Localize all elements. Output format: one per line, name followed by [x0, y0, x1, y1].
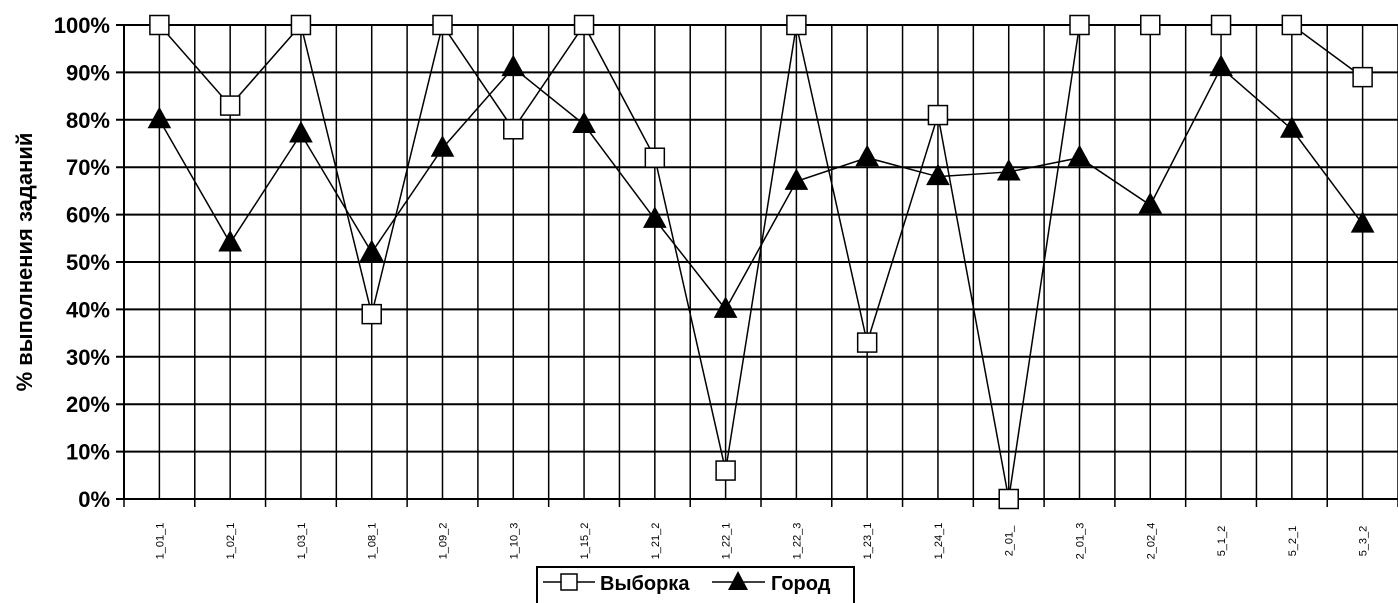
series-line — [158, 23, 1364, 500]
legend-box — [536, 566, 855, 603]
x-tick-label: 2_01_ — [1004, 525, 1016, 556]
x-tick-label: 5_1_2 — [1216, 526, 1228, 557]
series-lines — [158, 23, 1364, 500]
data-point-triangle — [501, 54, 526, 77]
x-tick-label: 1_23_1 — [862, 523, 874, 560]
data-point-square — [715, 460, 736, 481]
x-tick-label: 1_08_1 — [367, 523, 379, 560]
y-tick-label: 20% — [66, 392, 110, 417]
x-tick-label: 1_22_3 — [791, 523, 803, 560]
data-point-square — [503, 119, 524, 140]
data-point-square — [927, 104, 949, 126]
y-tick-label: 50% — [66, 250, 110, 275]
legend-label-gorod: Город — [771, 573, 831, 595]
data-point-square — [219, 95, 241, 116]
x-tick-label: 1_15_2 — [579, 523, 591, 560]
y-tick-label: 30% — [66, 345, 110, 370]
y-tick-label: 10% — [66, 440, 110, 465]
data-point-triangle — [1209, 54, 1233, 77]
series-line — [158, 66, 1364, 311]
data-point-square — [998, 488, 1019, 510]
data-point-triangle — [1138, 192, 1163, 214]
data-point-square — [1069, 14, 1090, 36]
x-tick-label: 2_01_3 — [1075, 523, 1087, 560]
data-point-triangle — [713, 296, 738, 318]
legend-square-icon — [560, 573, 578, 591]
x-tick-label: 1_03_1 — [296, 523, 308, 560]
legend-label-vyborka: Выборка — [600, 573, 690, 595]
y-tick-label: 90% — [66, 60, 110, 85]
chart-grid — [116, 24, 1398, 507]
data-point-triangle — [147, 106, 172, 129]
data-point-square — [1352, 66, 1373, 88]
data-point-triangle — [855, 144, 880, 167]
series-markers — [147, 14, 1375, 510]
y-tick-label: 60% — [66, 203, 110, 228]
x-tick-label: 5_3_2 — [1358, 526, 1370, 557]
x-tick-label: 1_02_1 — [225, 523, 237, 560]
data-point-triangle — [642, 206, 667, 228]
y-tick-label: 100% — [54, 13, 110, 38]
data-point-square — [432, 14, 453, 36]
data-point-square — [786, 14, 807, 36]
data-point-triangle — [430, 135, 455, 157]
data-point-triangle — [1350, 211, 1375, 233]
data-point-triangle — [996, 158, 1021, 181]
chart-legend: Выборка Город — [536, 566, 855, 603]
data-point-triangle — [572, 111, 596, 134]
x-tick-label: 1_09_2 — [438, 523, 450, 560]
data-point-square — [1281, 14, 1303, 36]
data-point-square — [361, 303, 382, 325]
x-tick-label: 2_02_4 — [1145, 523, 1157, 560]
y-tick-label: 80% — [66, 108, 110, 133]
x-tick-label: 1_01_1 — [154, 523, 166, 560]
x-tick-label: 1_21_2 — [650, 523, 662, 560]
data-point-square — [1140, 14, 1161, 36]
x-tick-label: 1_22_1 — [721, 523, 733, 560]
data-point-square — [149, 14, 170, 36]
data-point-triangle — [359, 239, 384, 262]
legend-triangle-icon — [728, 571, 748, 590]
y-axis-ticks: 0% 10% 20% 30% 40% 50% 60% 70% 80% 90% 100% — [54, 13, 110, 512]
x-tick-label: 5_2_1 — [1287, 526, 1299, 557]
y-tick-label: 0% — [78, 487, 110, 512]
y-tick-label: 70% — [66, 155, 110, 180]
y-axis-title: % выполнения заданий — [12, 133, 37, 392]
data-point-triangle — [784, 168, 809, 190]
data-point-square — [290, 14, 312, 36]
data-point-triangle — [1067, 144, 1092, 167]
data-point-square — [644, 147, 666, 168]
x-axis-ticks: 1_01_1 1_02_1 1_03_1 1_08_1 1_09_2 1_10_3 1_15… — [154, 523, 1369, 560]
data-point-triangle — [1279, 116, 1304, 138]
y-tick-label: 40% — [66, 297, 110, 322]
data-point-square — [856, 332, 878, 353]
x-tick-label: 1_24_1 — [933, 523, 945, 560]
data-point-square — [1210, 14, 1232, 36]
data-point-triangle — [926, 163, 950, 186]
data-point-triangle — [289, 120, 313, 143]
data-point-triangle — [218, 230, 243, 252]
x-tick-label: 1_10_3 — [508, 523, 520, 560]
data-point-square — [573, 14, 595, 36]
